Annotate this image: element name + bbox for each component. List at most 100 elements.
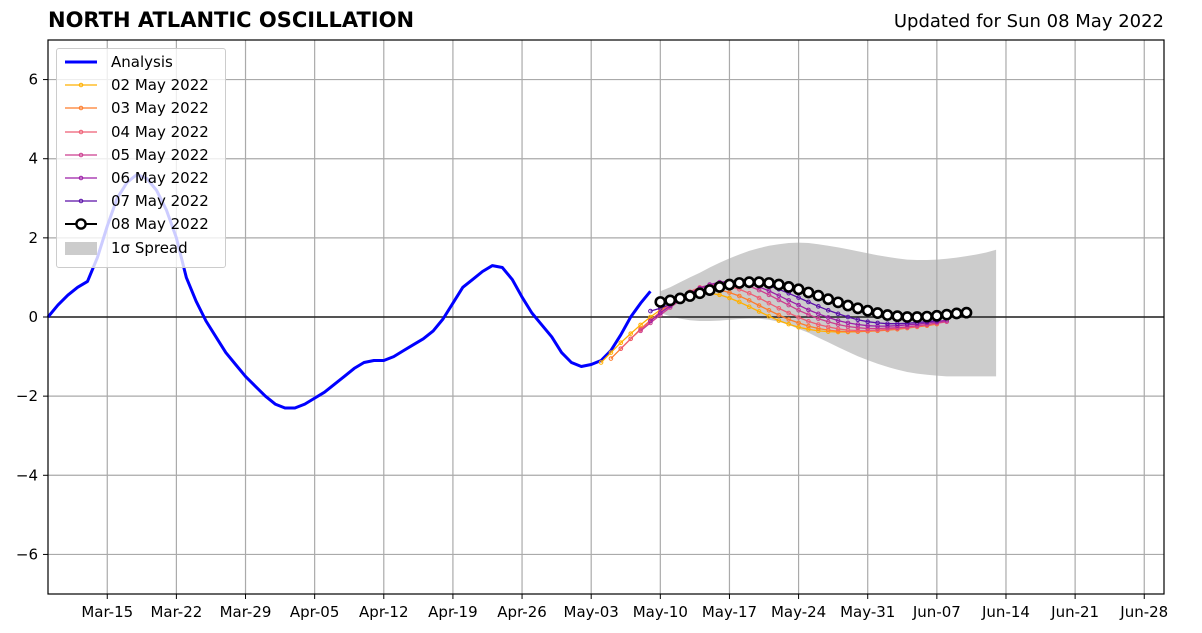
chart-title: NORTH ATLANTIC OSCILLATION — [48, 8, 415, 32]
forecast-point — [756, 309, 762, 314]
forecast-point — [812, 289, 825, 302]
forecast-point — [796, 307, 801, 313]
legend-item: Analysis — [63, 52, 173, 72]
legend-marker — [78, 106, 84, 111]
x-tick-label: May-31 — [840, 603, 895, 621]
forecast-point — [792, 283, 805, 296]
forecast-point — [684, 290, 696, 302]
spread-band — [660, 242, 997, 377]
forecast-point — [901, 311, 914, 323]
forecast-point — [786, 298, 792, 303]
forecast-point — [835, 311, 841, 317]
forecast-point — [713, 281, 726, 293]
forecast-point — [618, 346, 624, 351]
forecast-point — [816, 304, 821, 309]
legend-patch — [65, 241, 97, 255]
legend-item: 05 May 2022 — [63, 145, 209, 165]
forecast-point — [796, 324, 801, 330]
legend-marker — [75, 218, 87, 231]
forecast-point — [796, 320, 801, 326]
forecast-point — [786, 321, 792, 327]
forecast-point — [875, 320, 880, 326]
forecast-point — [855, 317, 861, 323]
legend-swatch — [65, 218, 97, 231]
forecast-point — [786, 302, 792, 308]
legend-label: 08 May 2022 — [111, 215, 209, 234]
forecast-point — [693, 287, 706, 300]
forecast-point — [598, 360, 604, 365]
legend-marker — [78, 129, 84, 134]
updated-date: Updated for Sun 08 May 2022 — [893, 11, 1164, 32]
x-tick-label: Apr-05 — [290, 603, 340, 621]
forecast-point — [806, 299, 811, 305]
forecast-point — [930, 309, 943, 322]
legend-label: Analysis — [111, 53, 173, 71]
legend-item: 08 May 2022 — [63, 214, 209, 234]
x-tick-label: Apr-26 — [497, 603, 547, 621]
forecast-point — [608, 350, 614, 355]
legend-label: 03 May 2022 — [111, 99, 209, 118]
forecast-point — [885, 321, 890, 327]
legend-item: 03 May 2022 — [63, 98, 209, 118]
forecast-point — [806, 307, 811, 313]
forecast-point — [816, 311, 821, 317]
legend-item: 02 May 2022 — [63, 75, 209, 95]
y-tick-label: 0 — [28, 308, 38, 326]
forecast-point — [753, 276, 765, 289]
forecast-point — [743, 276, 756, 289]
forecast-point — [746, 290, 752, 296]
x-tick-label: Mar-22 — [150, 603, 202, 621]
forecast-point — [772, 278, 785, 291]
forecast-point — [881, 309, 894, 321]
forecast-point — [911, 311, 923, 323]
forecast-point — [776, 293, 782, 298]
forecast-point — [835, 326, 841, 332]
forecast-point — [648, 308, 653, 314]
x-tick-label: Jun-28 — [1119, 603, 1168, 621]
x-tick-label: Mar-29 — [220, 603, 272, 621]
x-tick-label: Apr-12 — [359, 603, 409, 621]
y-tick-label: 4 — [28, 150, 38, 168]
forecast-point — [737, 299, 742, 305]
chart-legend: Analysis 02 May 2022 03 May 2022 04 May 202… — [56, 48, 226, 268]
x-tick-label: Apr-19 — [428, 603, 478, 621]
y-tick-label: 2 — [28, 229, 38, 247]
forecast-point — [723, 278, 736, 291]
forecast-point — [825, 315, 831, 320]
forecast-point — [796, 302, 801, 308]
forecast-point — [608, 356, 614, 361]
y-tick-label: 6 — [28, 71, 38, 89]
forecast-point — [746, 298, 752, 303]
x-tick-label: May-24 — [771, 603, 826, 621]
forecast-point — [756, 303, 762, 308]
forecast-point — [658, 310, 663, 316]
x-tick-label: Mar-15 — [81, 603, 133, 621]
forecast-point — [763, 277, 775, 289]
forecast-point — [960, 306, 973, 319]
forecast-point — [727, 295, 732, 301]
forecast-point — [806, 312, 811, 317]
legend-marker — [78, 198, 84, 204]
forecast-point — [796, 315, 801, 320]
forecast-point — [776, 318, 782, 323]
forecast-point — [717, 292, 722, 298]
forecast-point — [921, 310, 933, 323]
forecast-point — [703, 284, 716, 296]
forecast-point — [776, 305, 782, 311]
legend-swatch — [65, 60, 97, 64]
legend-item: 07 May 2022 — [63, 191, 209, 211]
forecast-point — [832, 296, 844, 309]
forecast-point — [756, 295, 762, 301]
forecast-point — [766, 300, 772, 306]
forecast-point — [940, 308, 953, 321]
forecast-point — [776, 297, 782, 303]
legend-label: 04 May 2022 — [111, 122, 209, 141]
legend-swatch — [65, 175, 97, 181]
forecast-point — [766, 307, 772, 313]
forecast-point — [845, 320, 851, 326]
forecast-point — [871, 307, 884, 319]
forecast-point — [842, 299, 854, 312]
forecast-point — [822, 293, 835, 306]
forecast-point — [786, 317, 792, 322]
